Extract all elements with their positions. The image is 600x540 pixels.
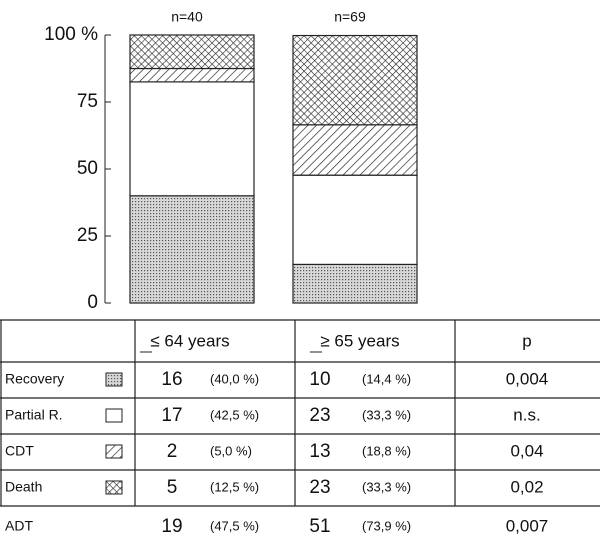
table-cell: 10: [309, 369, 330, 390]
row-label: CDT: [5, 443, 34, 459]
table-cell: 16: [161, 369, 182, 390]
table-cell: (42,5 %): [210, 407, 259, 422]
bar-segment: [129, 81, 255, 197]
bar-segment: [292, 34, 418, 126]
row-label: Recovery: [5, 371, 64, 387]
bar-segment: [292, 263, 418, 304]
table-cell: (14,4 %): [362, 371, 411, 386]
table-cell: (73,9 %): [362, 518, 411, 533]
row-label: ADT: [5, 518, 33, 534]
bar-segment: [129, 195, 255, 304]
table-cell: 51: [309, 516, 330, 537]
row-label: Death: [5, 479, 42, 495]
table-cell: 0,007: [506, 516, 549, 535]
y-tick-label: 50: [77, 158, 98, 179]
y-tick-label: 25: [77, 225, 98, 246]
table-cell: 2: [167, 441, 178, 462]
table-cell: 23: [309, 477, 330, 498]
bar-segment: [292, 174, 418, 266]
bar-label: n=40: [171, 9, 203, 25]
table-cell: n.s.: [513, 405, 540, 424]
row-label: Partial R.: [5, 407, 63, 423]
table-cell: 23: [309, 405, 330, 426]
table-header: ≥ 65 years: [320, 331, 399, 350]
table-header: ≤ 64 years: [150, 331, 229, 350]
bar-segment: [129, 67, 255, 83]
legend-swatch: [105, 408, 123, 423]
y-tick-label: 0: [87, 292, 98, 313]
y-tick-label: 75: [77, 91, 98, 112]
table-cell: (12,5 %): [210, 479, 259, 494]
table-cell: (18,8 %): [362, 443, 411, 458]
table-cell: 0,02: [510, 477, 543, 496]
legend-swatch: [105, 444, 123, 459]
table-cell: 0,004: [506, 369, 549, 388]
table-cell: 5: [167, 477, 178, 498]
table-cell: (47,5 %): [210, 518, 259, 533]
legend-swatch: [105, 372, 123, 387]
table-cell: (33,3 %): [362, 407, 411, 422]
table-cell: 0,04: [510, 441, 543, 460]
bar-segment: [292, 124, 418, 176]
table-frame: [0, 319, 600, 507]
table-cell: 19: [161, 516, 182, 537]
bar-segment: [129, 34, 255, 70]
table-cell: 17: [161, 405, 182, 426]
table-header: p: [522, 331, 531, 350]
bar-label: n=69: [334, 9, 366, 25]
table-cell: (33,3 %): [362, 479, 411, 494]
table-cell: (40,0 %): [210, 371, 259, 386]
y-tick-label: 100 %: [44, 24, 98, 45]
table-cell: 13: [309, 441, 330, 462]
table-cell: (5,0 %): [210, 443, 252, 458]
legend-swatch: [105, 480, 123, 495]
